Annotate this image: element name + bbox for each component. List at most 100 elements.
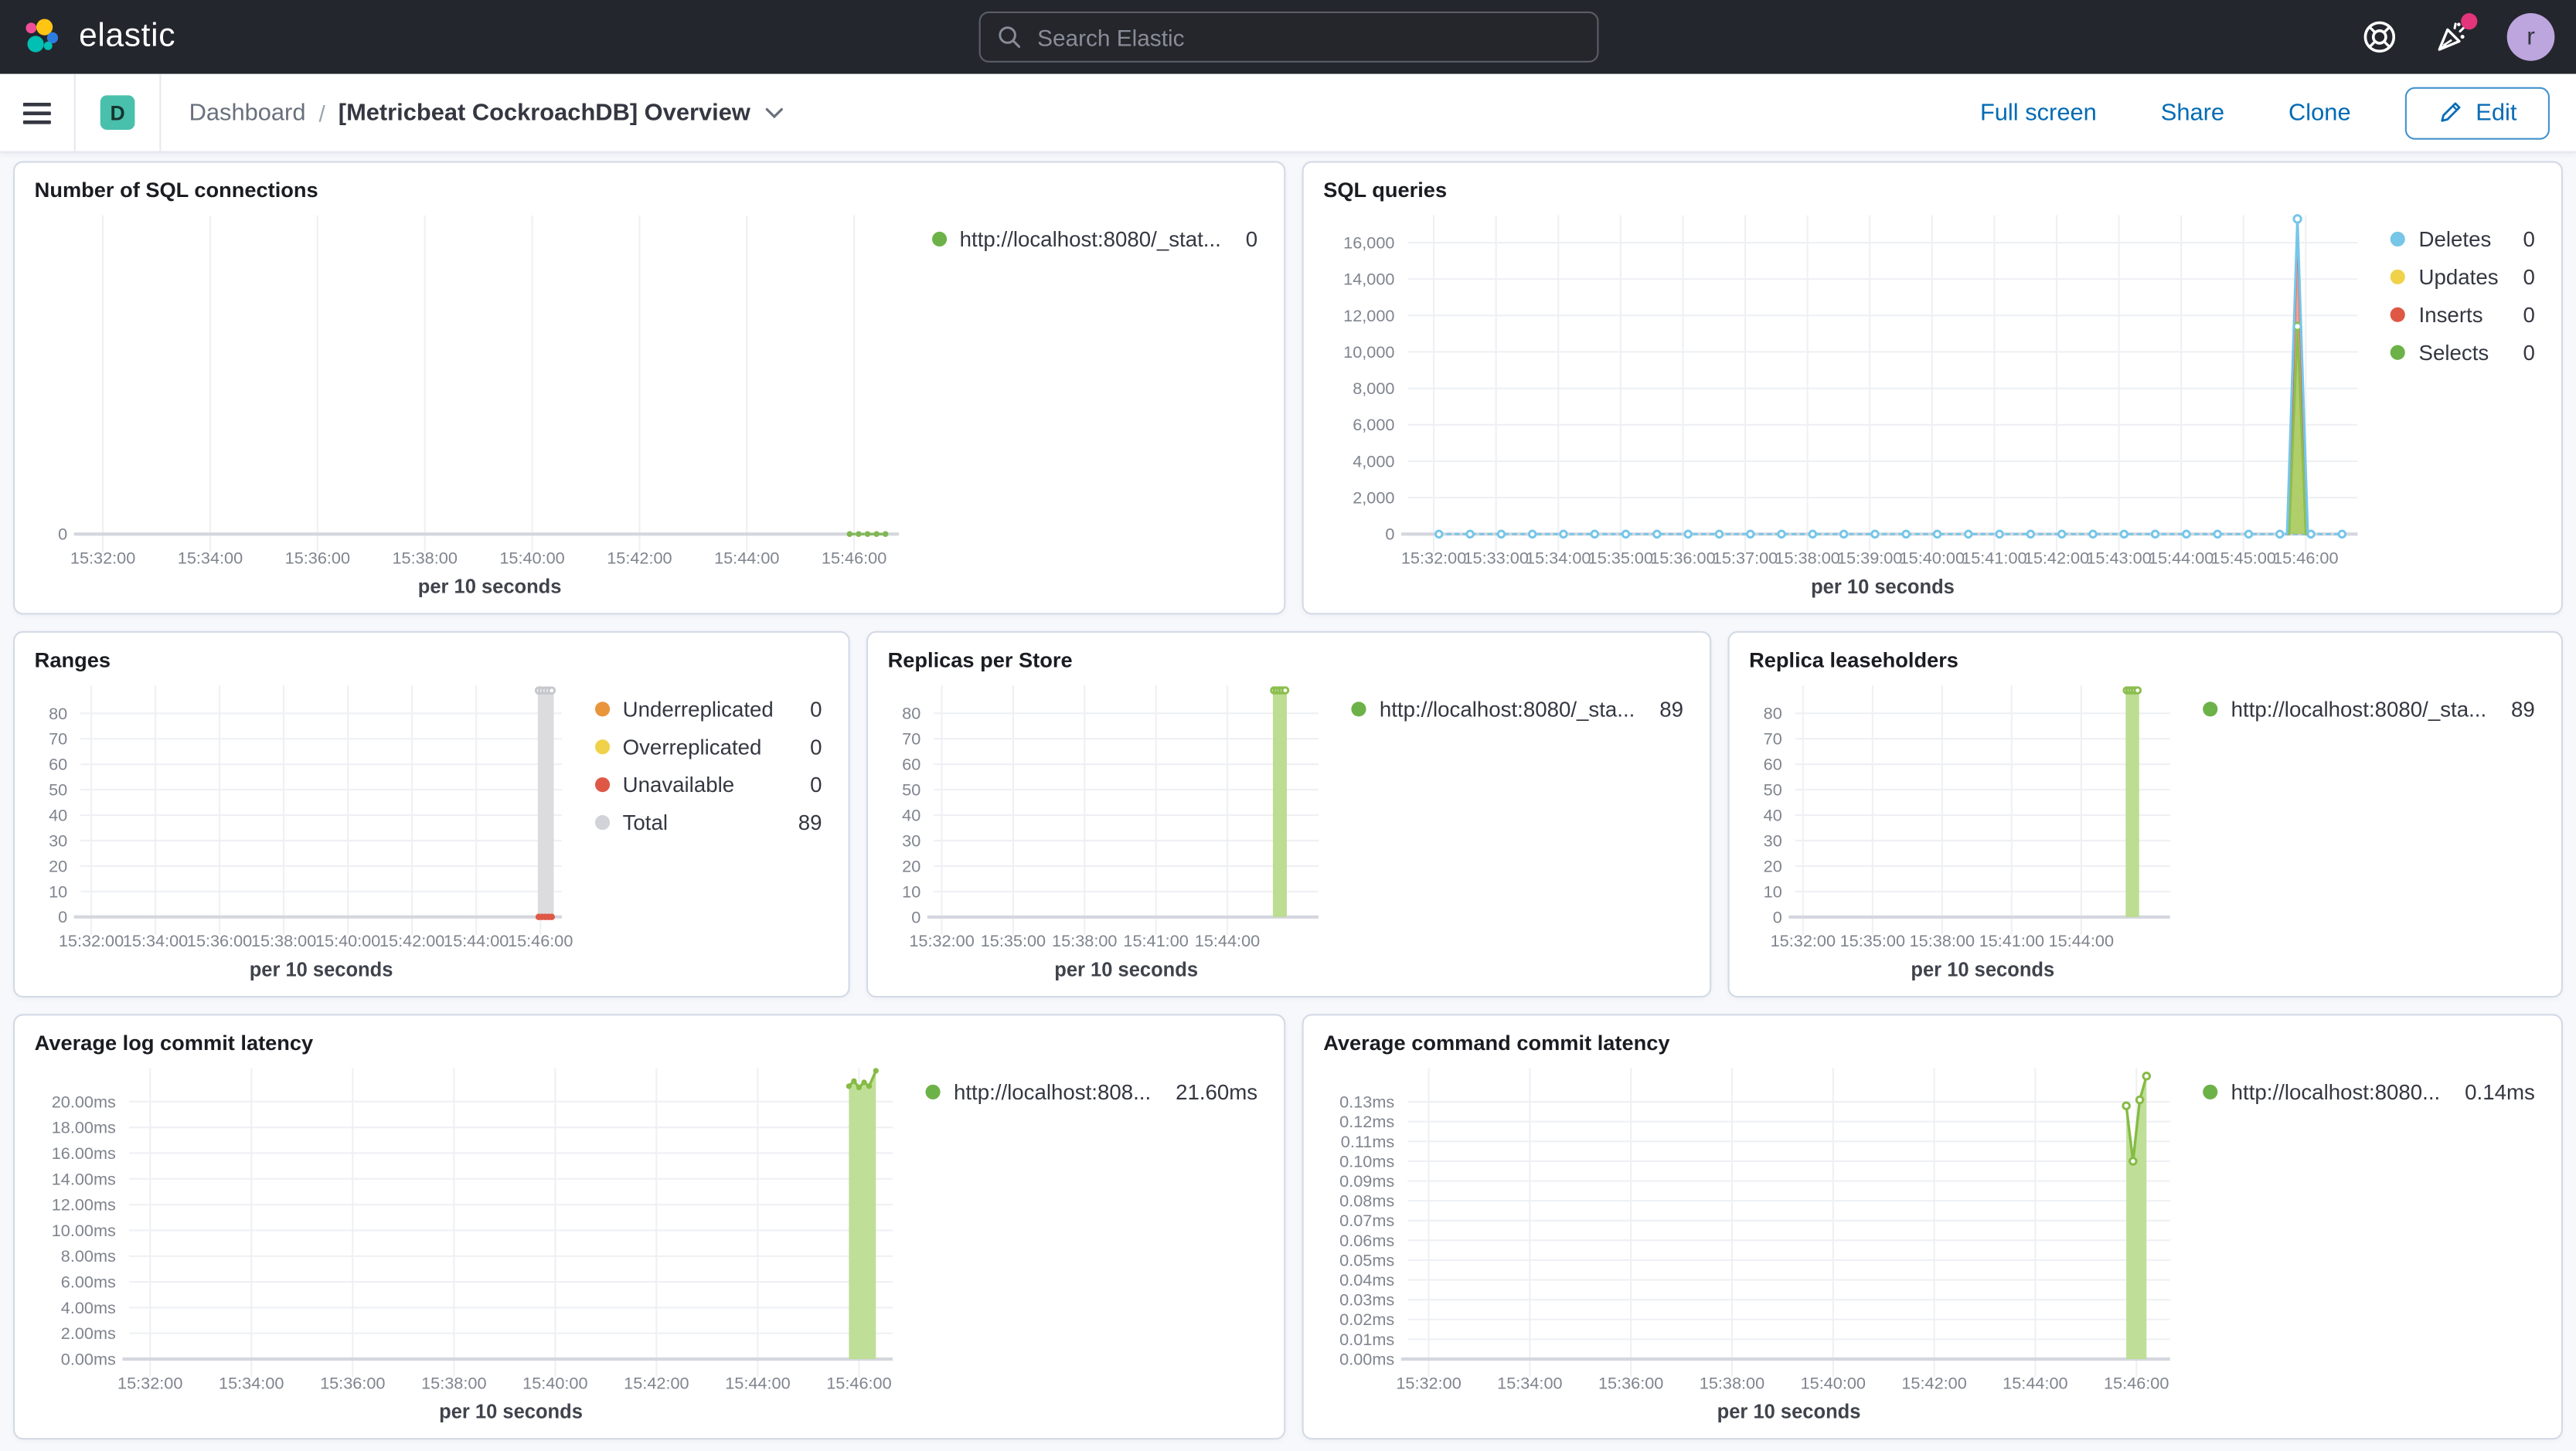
legend-item[interactable]: http://localhost:808...: [925, 1079, 1152, 1105]
legend-value[interactable]: 89: [2511, 696, 2535, 722]
legend-label: Unavailable: [622, 772, 735, 797]
svg-text:15:42:00: 15:42:00: [607, 548, 672, 567]
svg-text:50: 50: [49, 780, 67, 800]
menu-button[interactable]: [22, 101, 74, 124]
global-search[interactable]: [978, 11, 1598, 63]
svg-text:15:44:00: 15:44:00: [714, 548, 779, 567]
legend-item[interactable]: Underreplicated: [594, 697, 774, 722]
svg-text:15:44:00: 15:44:00: [725, 1373, 790, 1392]
svg-text:15:42:00: 15:42:00: [624, 1373, 689, 1392]
svg-text:0.12ms: 0.12ms: [1339, 1112, 1394, 1131]
svg-text:80: 80: [1764, 704, 1782, 723]
legend-item[interactable]: Total: [594, 810, 773, 835]
svg-text:8.00ms: 8.00ms: [61, 1246, 116, 1266]
svg-text:15:39:00: 15:39:00: [1837, 549, 1902, 568]
full-screen-button[interactable]: Full screen: [1970, 98, 2106, 127]
legend-item[interactable]: http://localhost:8080/_sta...: [1351, 697, 1635, 722]
edit-button[interactable]: Edit: [2404, 86, 2550, 139]
dashboard-row: Average log commit latency 15:32:00 15:34…: [13, 1014, 2563, 1440]
legend-label: Deletes: [2418, 226, 2492, 252]
legend-dot: [2391, 231, 2406, 247]
legend-item[interactable]: Overreplicated: [594, 735, 773, 759]
panel-replicas-per-store: Replicas per Store 15:32:00 15:35:00 15:38…: [866, 630, 1712, 998]
legend-value[interactable]: 0: [810, 734, 822, 759]
chart-area: 15:32:00 15:34:00 15:36:00 15:38:00 15:40:00…: [31, 202, 915, 603]
legend-item[interactable]: Unavailable: [594, 773, 773, 797]
svg-text:15:46:00: 15:46:00: [826, 1373, 891, 1392]
dashboard-badge[interactable]: D: [100, 95, 135, 131]
toolbar-separator: [159, 73, 162, 151]
svg-text:6,000: 6,000: [1353, 415, 1394, 434]
help-button[interactable]: [2362, 20, 2397, 55]
chart-canvas[interactable]: 15:32:00 15:35:00 15:38:00 15:41:00 15:44:00…: [1746, 672, 2186, 986]
chart-canvas[interactable]: 15:32:0015:34:0015:36:0015:38:0015:40:00…: [31, 672, 578, 986]
legend-item[interactable]: Selects: [2391, 340, 2498, 365]
legend-value[interactable]: 0: [2523, 264, 2535, 290]
legend-value[interactable]: 0: [810, 772, 822, 797]
panel-average-command-commit-latency: Average command commit latency 15:32:00 1…: [1302, 1014, 2563, 1440]
legend-item[interactable]: http://localhost:8080...: [2203, 1079, 2440, 1104]
svg-text:0.07ms: 0.07ms: [1339, 1211, 1394, 1230]
legend-item[interactable]: http://localhost:8080/_sta...: [2203, 697, 2486, 722]
legend-value[interactable]: 0: [1245, 226, 1258, 252]
legend-dot: [2391, 345, 2406, 360]
legend-value[interactable]: 0.14ms: [2465, 1079, 2535, 1105]
svg-text:12.00ms: 12.00ms: [52, 1195, 116, 1215]
panel-title: Average command commit latency: [1323, 1030, 1670, 1055]
legend-item[interactable]: http://localhost:8080/_stat...: [931, 227, 1221, 251]
svg-text:60: 60: [1764, 755, 1782, 774]
svg-text:15:44:00: 15:44:00: [1195, 931, 1260, 950]
chart-area: 15:32:00 15:33:00 15:34:00 15:35:00 15:36:00…: [1320, 202, 2374, 603]
legend-value[interactable]: 21.60ms: [1176, 1079, 1258, 1105]
chart-canvas[interactable]: 15:32:00 15:35:00 15:38:00 15:41:00 15:44:00…: [884, 672, 1335, 986]
share-button[interactable]: Share: [2151, 98, 2234, 127]
svg-text:20: 20: [902, 856, 920, 875]
svg-text:0: 0: [1773, 907, 1782, 926]
svg-text:8,000: 8,000: [1353, 379, 1394, 398]
chart-legend: http://localhost:8080/_sta... 89: [2186, 672, 2544, 986]
breadcrumb-dashboard-link[interactable]: Dashboard: [189, 99, 306, 126]
chart-canvas[interactable]: 15:32:0015:33:0015:34:0015:35:0015:36:00…: [1320, 202, 2374, 603]
panel-title: Replica leaseholders: [1749, 647, 1958, 672]
svg-text:15:45:00: 15:45:00: [2211, 549, 2276, 568]
breadcrumb: Dashboard / [Metricbeat CockroachDB] Ove…: [189, 100, 785, 126]
legend-label: http://localhost:8080/_sta...: [2231, 696, 2487, 722]
svg-text:0.05ms: 0.05ms: [1339, 1250, 1394, 1269]
svg-text:15:38:00: 15:38:00: [1052, 931, 1117, 950]
svg-text:15:32:00: 15:32:00: [909, 931, 974, 950]
legend-value[interactable]: 0: [810, 696, 822, 722]
user-avatar[interactable]: r: [2506, 13, 2555, 61]
legend-dot: [594, 702, 610, 717]
title-menu-button[interactable]: [765, 106, 785, 119]
svg-text:15:32:00: 15:32:00: [70, 548, 135, 567]
legend-item[interactable]: Inserts: [2391, 302, 2498, 327]
search-input[interactable]: [1033, 22, 1581, 53]
svg-text:12,000: 12,000: [1343, 306, 1394, 325]
svg-text:15:38:00: 15:38:00: [1775, 549, 1839, 568]
svg-text:70: 70: [902, 729, 920, 749]
whats-new-button[interactable]: [2435, 13, 2478, 55]
legend-label: http://localhost:808...: [953, 1079, 1152, 1105]
clone-button[interactable]: Clone: [2278, 98, 2360, 127]
svg-text:per 10 seconds: per 10 seconds: [1717, 1402, 1861, 1423]
elastic-brand[interactable]: elastic: [22, 15, 176, 58]
legend-value[interactable]: 0: [2523, 226, 2535, 252]
svg-text:per 10 seconds: per 10 seconds: [439, 1402, 583, 1423]
legend-value[interactable]: 89: [1659, 696, 1684, 722]
legend-value[interactable]: 89: [798, 810, 822, 835]
panel-ranges: Ranges 15:32:00 15:34:00 15:36:00 15:38:00 1…: [13, 630, 850, 998]
svg-text:15:36:00: 15:36:00: [187, 931, 252, 950]
legend-value[interactable]: 0: [2523, 302, 2535, 328]
legend-item[interactable]: Updates: [2391, 264, 2499, 289]
chart-area: 15:32:00 15:35:00 15:38:00 15:41:00 15:44:00…: [884, 672, 1335, 986]
legend-value[interactable]: 0: [2523, 340, 2535, 365]
svg-text:15:32:00: 15:32:00: [1396, 1373, 1461, 1392]
legend-item[interactable]: Deletes: [2391, 226, 2498, 252]
svg-text:15:38:00: 15:38:00: [1910, 931, 1975, 950]
svg-text:15:44:00: 15:44:00: [444, 931, 509, 950]
svg-text:15:36:00: 15:36:00: [320, 1373, 385, 1392]
legend-dot: [2391, 269, 2406, 284]
